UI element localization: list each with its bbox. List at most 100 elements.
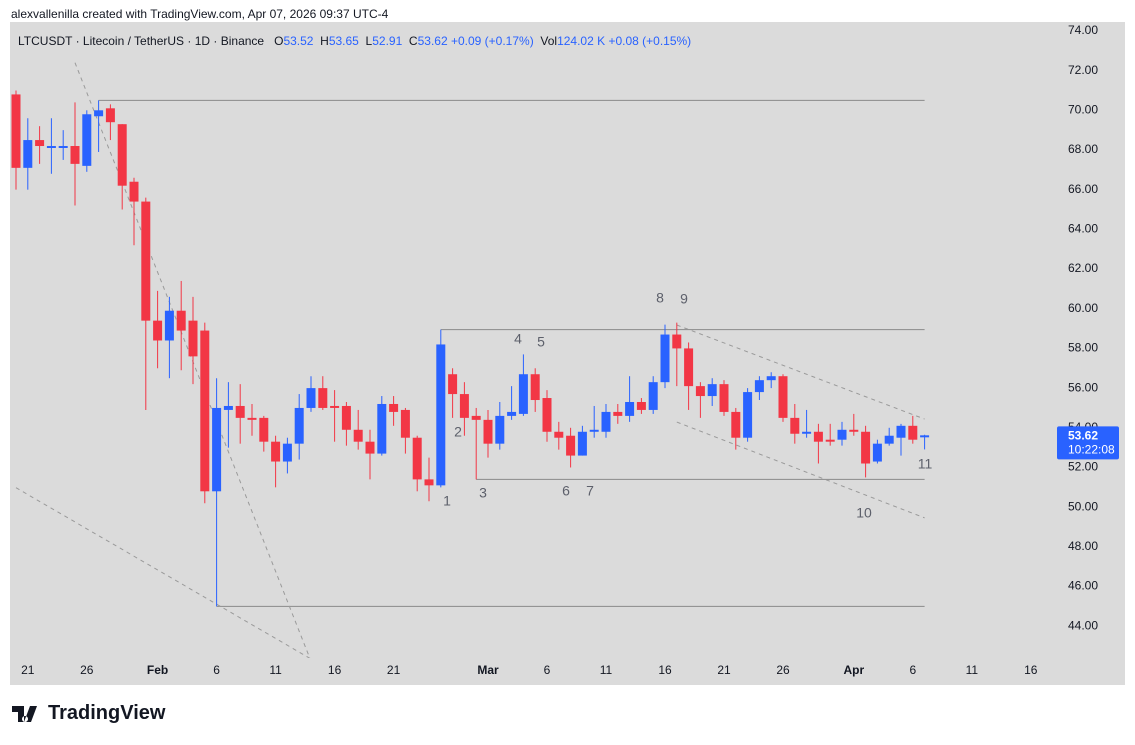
chart-background — [10, 22, 1125, 685]
candle-body — [695, 386, 705, 397]
ohlc-value: 53.62 — [417, 34, 448, 48]
candle-body — [35, 140, 45, 147]
candle-body — [908, 425, 918, 440]
candle-body — [259, 417, 269, 442]
annotation: 2 — [454, 424, 462, 440]
volume: 124.02 K — [557, 34, 606, 48]
candle-body — [105, 108, 115, 123]
candle-body — [153, 320, 163, 341]
candle-body — [471, 415, 481, 420]
ohlc-label: L — [365, 34, 373, 48]
candle-body — [353, 429, 363, 442]
candle-body — [330, 405, 340, 408]
candle-body — [306, 388, 316, 408]
candle-body — [365, 441, 375, 454]
x-tick-label: Feb — [147, 663, 168, 677]
ohlc-value: 53.65 — [328, 34, 359, 48]
candle-body — [566, 435, 576, 456]
volume-change: +0.08 (+0.15%) — [608, 34, 692, 48]
candle-body — [790, 417, 800, 434]
y-tick-label: 60.00 — [1068, 301, 1098, 315]
x-tick-label: 11 — [600, 663, 613, 677]
candle-body — [542, 398, 552, 432]
candle-body — [318, 388, 328, 408]
candle-body — [436, 344, 446, 486]
candle-body — [129, 181, 139, 202]
candle-body — [424, 479, 434, 486]
annotation: 3 — [479, 485, 487, 501]
candle-body — [613, 411, 623, 416]
x-tick-label: 16 — [328, 663, 342, 677]
candle-body — [518, 374, 528, 414]
candle-body — [507, 411, 517, 416]
candle-body — [94, 110, 104, 117]
price-tag — [1057, 426, 1119, 460]
x-tick-label: 6 — [909, 663, 916, 677]
ohlc-value: 52.91 — [372, 34, 403, 48]
candle-body — [294, 407, 304, 444]
candle-body — [743, 392, 753, 438]
candle-body — [412, 437, 422, 480]
y-tick-label: 48.00 — [1068, 539, 1098, 553]
ohlc-value: 53.52 — [283, 34, 314, 48]
logo-icon — [12, 705, 37, 722]
candle-body — [601, 411, 611, 432]
y-tick-label: 66.00 — [1068, 182, 1098, 196]
x-tick-label: 16 — [1024, 663, 1038, 677]
footer: TradingView — [12, 702, 165, 725]
symbol: LTCUSDT · Litecoin / TetherUS · 1D · Bin… — [18, 34, 265, 48]
y-tick-label: 64.00 — [1068, 222, 1098, 236]
x-tick-label: 16 — [658, 663, 672, 677]
y-tick-label: 72.00 — [1068, 63, 1098, 77]
candle-body — [731, 411, 741, 438]
candle-body — [164, 310, 174, 341]
candle-body — [648, 382, 658, 410]
candle-body — [188, 320, 198, 357]
candle-body — [766, 376, 776, 381]
x-tick-label: 21 — [387, 663, 401, 677]
y-tick-label: 50.00 — [1068, 499, 1098, 513]
candle-body — [802, 431, 812, 434]
y-tick-label: 52.00 — [1068, 460, 1098, 474]
candle-body — [636, 402, 646, 410]
annotation: 5 — [537, 334, 545, 350]
candle-body — [23, 140, 33, 168]
annotation: 6 — [562, 483, 570, 499]
candle-body — [896, 425, 906, 438]
x-tick-label: 21 — [21, 663, 35, 677]
x-tick-label: 6 — [544, 663, 551, 677]
candle-body — [849, 429, 859, 432]
ohlc-label: H — [320, 34, 329, 48]
x-tick-label: 6 — [213, 663, 220, 677]
caption: alexvallenilla created with TradingView.… — [11, 7, 389, 21]
x-tick-label: 11 — [269, 663, 282, 677]
annotation: 8 — [656, 290, 664, 306]
trend-line — [15, 487, 311, 658]
y-tick-label: 46.00 — [1068, 579, 1098, 593]
candle-body — [589, 429, 599, 432]
y-tick-label: 62.00 — [1068, 261, 1098, 275]
y-tick-label: 74.00 — [1068, 23, 1098, 37]
ohlc-label: O — [274, 34, 284, 48]
countdown: 10:22:08 — [1068, 443, 1115, 457]
candle-body — [389, 403, 399, 412]
candle-body — [46, 146, 56, 148]
candle-body — [223, 405, 233, 410]
candle-body — [554, 431, 564, 438]
candle-body — [495, 415, 505, 444]
candle-body — [920, 435, 930, 438]
y-tick-label: 56.00 — [1068, 380, 1098, 394]
candle-body — [58, 146, 68, 148]
candle-body — [70, 146, 80, 164]
candle-body — [813, 431, 823, 442]
candle-body — [117, 124, 127, 186]
candle-body — [719, 384, 729, 412]
candle-body — [837, 429, 847, 440]
candle-body — [625, 402, 635, 416]
candle-body — [82, 114, 92, 166]
y-tick-label: 70.00 — [1068, 102, 1098, 116]
candle-body — [235, 405, 245, 418]
annotation: 1 — [443, 493, 451, 509]
candle-body — [872, 443, 882, 462]
